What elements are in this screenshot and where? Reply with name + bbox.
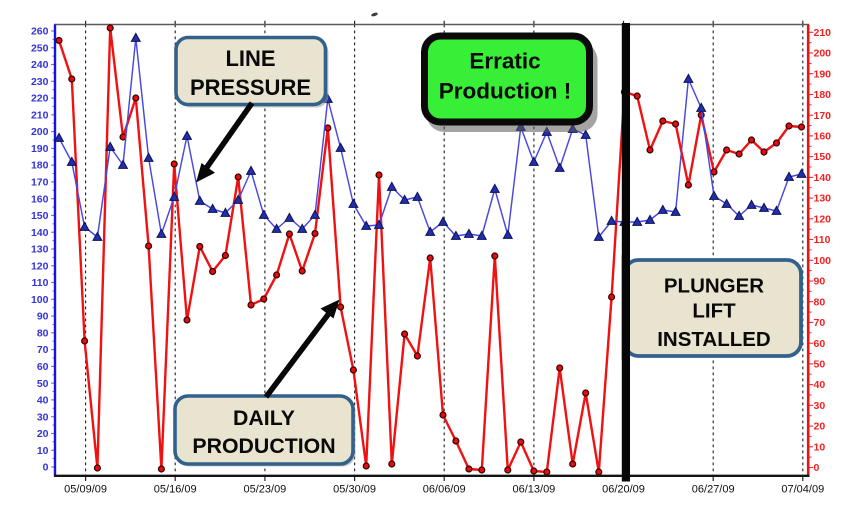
- svg-text:180: 180: [31, 160, 49, 172]
- svg-text:100: 100: [814, 255, 832, 267]
- svg-text:120: 120: [814, 213, 832, 225]
- svg-text:110: 110: [814, 234, 831, 246]
- svg-text:PLUNGER: PLUNGER: [664, 274, 764, 297]
- svg-text:PRODUCTION: PRODUCTION: [192, 434, 335, 458]
- svg-text:40: 40: [37, 395, 49, 407]
- svg-text:20: 20: [814, 421, 826, 433]
- svg-text:60: 60: [814, 338, 826, 350]
- svg-text:120: 120: [31, 260, 49, 272]
- svg-text:190: 190: [31, 143, 49, 155]
- svg-text:05/16/09: 05/16/09: [154, 484, 197, 496]
- svg-text:90: 90: [814, 276, 826, 288]
- svg-text:05/09/09: 05/09/09: [64, 484, 107, 496]
- svg-text:110: 110: [32, 277, 49, 289]
- svg-text:20: 20: [37, 428, 49, 440]
- svg-text:0: 0: [43, 462, 49, 474]
- svg-text:06/20/09: 06/20/09: [602, 484, 645, 496]
- svg-text:30: 30: [37, 411, 49, 423]
- svg-text:150: 150: [31, 210, 49, 222]
- svg-text:05/23/09: 05/23/09: [243, 484, 286, 496]
- svg-text:40: 40: [814, 379, 826, 391]
- svg-text:07/04/09: 07/04/09: [781, 484, 824, 496]
- svg-text:70: 70: [37, 344, 49, 356]
- svg-text:70: 70: [814, 317, 826, 329]
- svg-text:100: 100: [31, 294, 49, 306]
- svg-text:170: 170: [814, 110, 832, 122]
- svg-text:150: 150: [814, 151, 832, 163]
- svg-text:210: 210: [814, 27, 832, 39]
- svg-text:220: 220: [31, 93, 49, 105]
- svg-text:130: 130: [814, 193, 832, 205]
- svg-text:05/30/09: 05/30/09: [333, 484, 376, 496]
- svg-text:06/06/09: 06/06/09: [423, 484, 466, 496]
- svg-text:50: 50: [37, 378, 49, 390]
- svg-text:200: 200: [814, 48, 832, 60]
- svg-text:260: 260: [31, 26, 49, 38]
- svg-text:30: 30: [814, 400, 826, 412]
- svg-text:210: 210: [31, 109, 49, 121]
- svg-text:50: 50: [814, 359, 826, 371]
- svg-text:170: 170: [31, 177, 49, 189]
- svg-text:LINE: LINE: [225, 46, 275, 71]
- svg-text:06/13/09: 06/13/09: [512, 484, 555, 496]
- svg-text:06/27/09: 06/27/09: [692, 484, 735, 496]
- svg-text:10: 10: [37, 445, 49, 457]
- svg-text:250: 250: [31, 42, 49, 54]
- svg-text:60: 60: [37, 361, 49, 373]
- svg-text:0: 0: [814, 462, 820, 474]
- svg-text:80: 80: [814, 296, 826, 308]
- svg-text:Erratic: Erratic: [469, 49, 540, 74]
- svg-text:130: 130: [31, 244, 49, 256]
- svg-text:10: 10: [814, 441, 826, 453]
- svg-text:240: 240: [31, 59, 49, 71]
- svg-text:230: 230: [31, 76, 49, 88]
- svg-text:LIFT: LIFT: [692, 299, 736, 322]
- svg-text:INSTALLED: INSTALLED: [657, 328, 771, 351]
- svg-text:160: 160: [31, 193, 49, 205]
- svg-text:140: 140: [31, 227, 49, 239]
- svg-text:Production !: Production !: [439, 79, 571, 104]
- svg-text:180: 180: [814, 89, 832, 101]
- svg-text:160: 160: [814, 131, 832, 143]
- svg-text:80: 80: [37, 327, 49, 339]
- svg-text:90: 90: [37, 311, 49, 323]
- svg-text:PRESSURE: PRESSURE: [190, 75, 311, 100]
- svg-text:DAILY: DAILY: [233, 406, 295, 430]
- svg-text:190: 190: [814, 68, 832, 80]
- svg-text:140: 140: [814, 172, 832, 184]
- svg-text:200: 200: [31, 126, 49, 138]
